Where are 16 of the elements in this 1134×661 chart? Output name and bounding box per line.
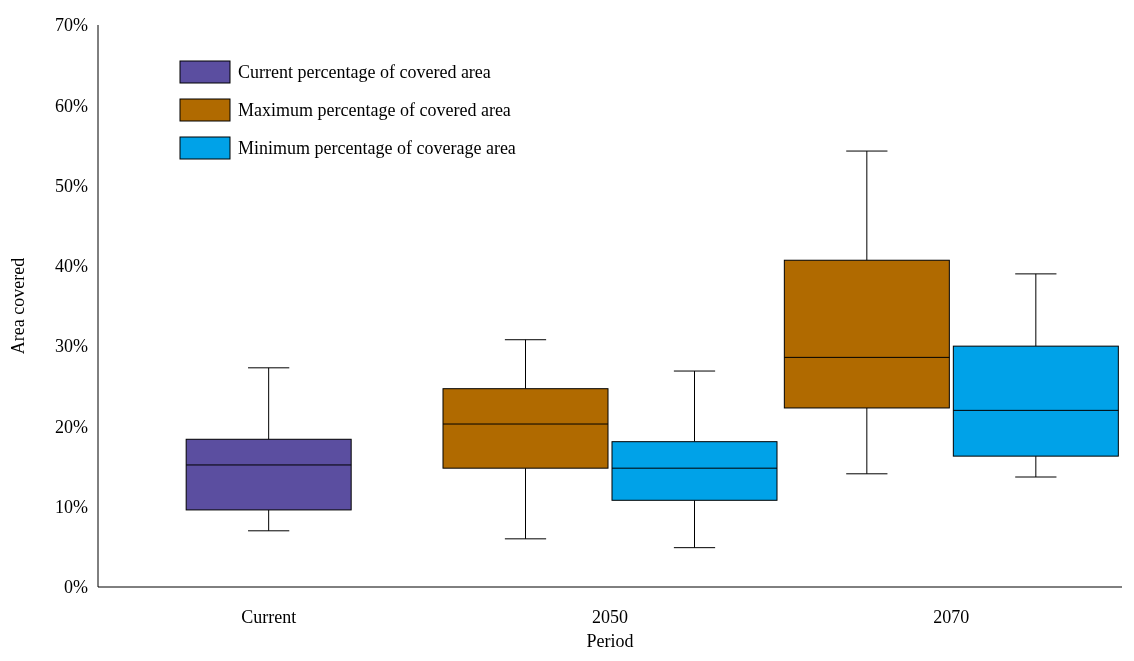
y-tick-label: 60%: [55, 95, 88, 116]
legend-label: Maximum percentage of covered area: [238, 100, 511, 121]
y-tick-label: 50%: [55, 175, 88, 196]
legend-label: Minimum percentage of coverage area: [238, 138, 516, 159]
y-tick-label: 10%: [55, 497, 88, 518]
y-tick-label: 0%: [64, 577, 88, 598]
y-tick-label: 20%: [55, 416, 88, 437]
legend-label: Current percentage of covered area: [238, 62, 491, 83]
x-tick-label: Current: [241, 607, 297, 627]
x-axis-title: Period: [586, 631, 634, 651]
x-tick-label: 2070: [933, 607, 970, 627]
y-tick-label: 40%: [55, 256, 88, 277]
y-tick-label: 30%: [55, 336, 88, 357]
x-tick-label: 2050: [592, 607, 628, 627]
y-axis-title: Area covered: [8, 257, 28, 355]
y-tick-label: 70%: [55, 15, 88, 36]
